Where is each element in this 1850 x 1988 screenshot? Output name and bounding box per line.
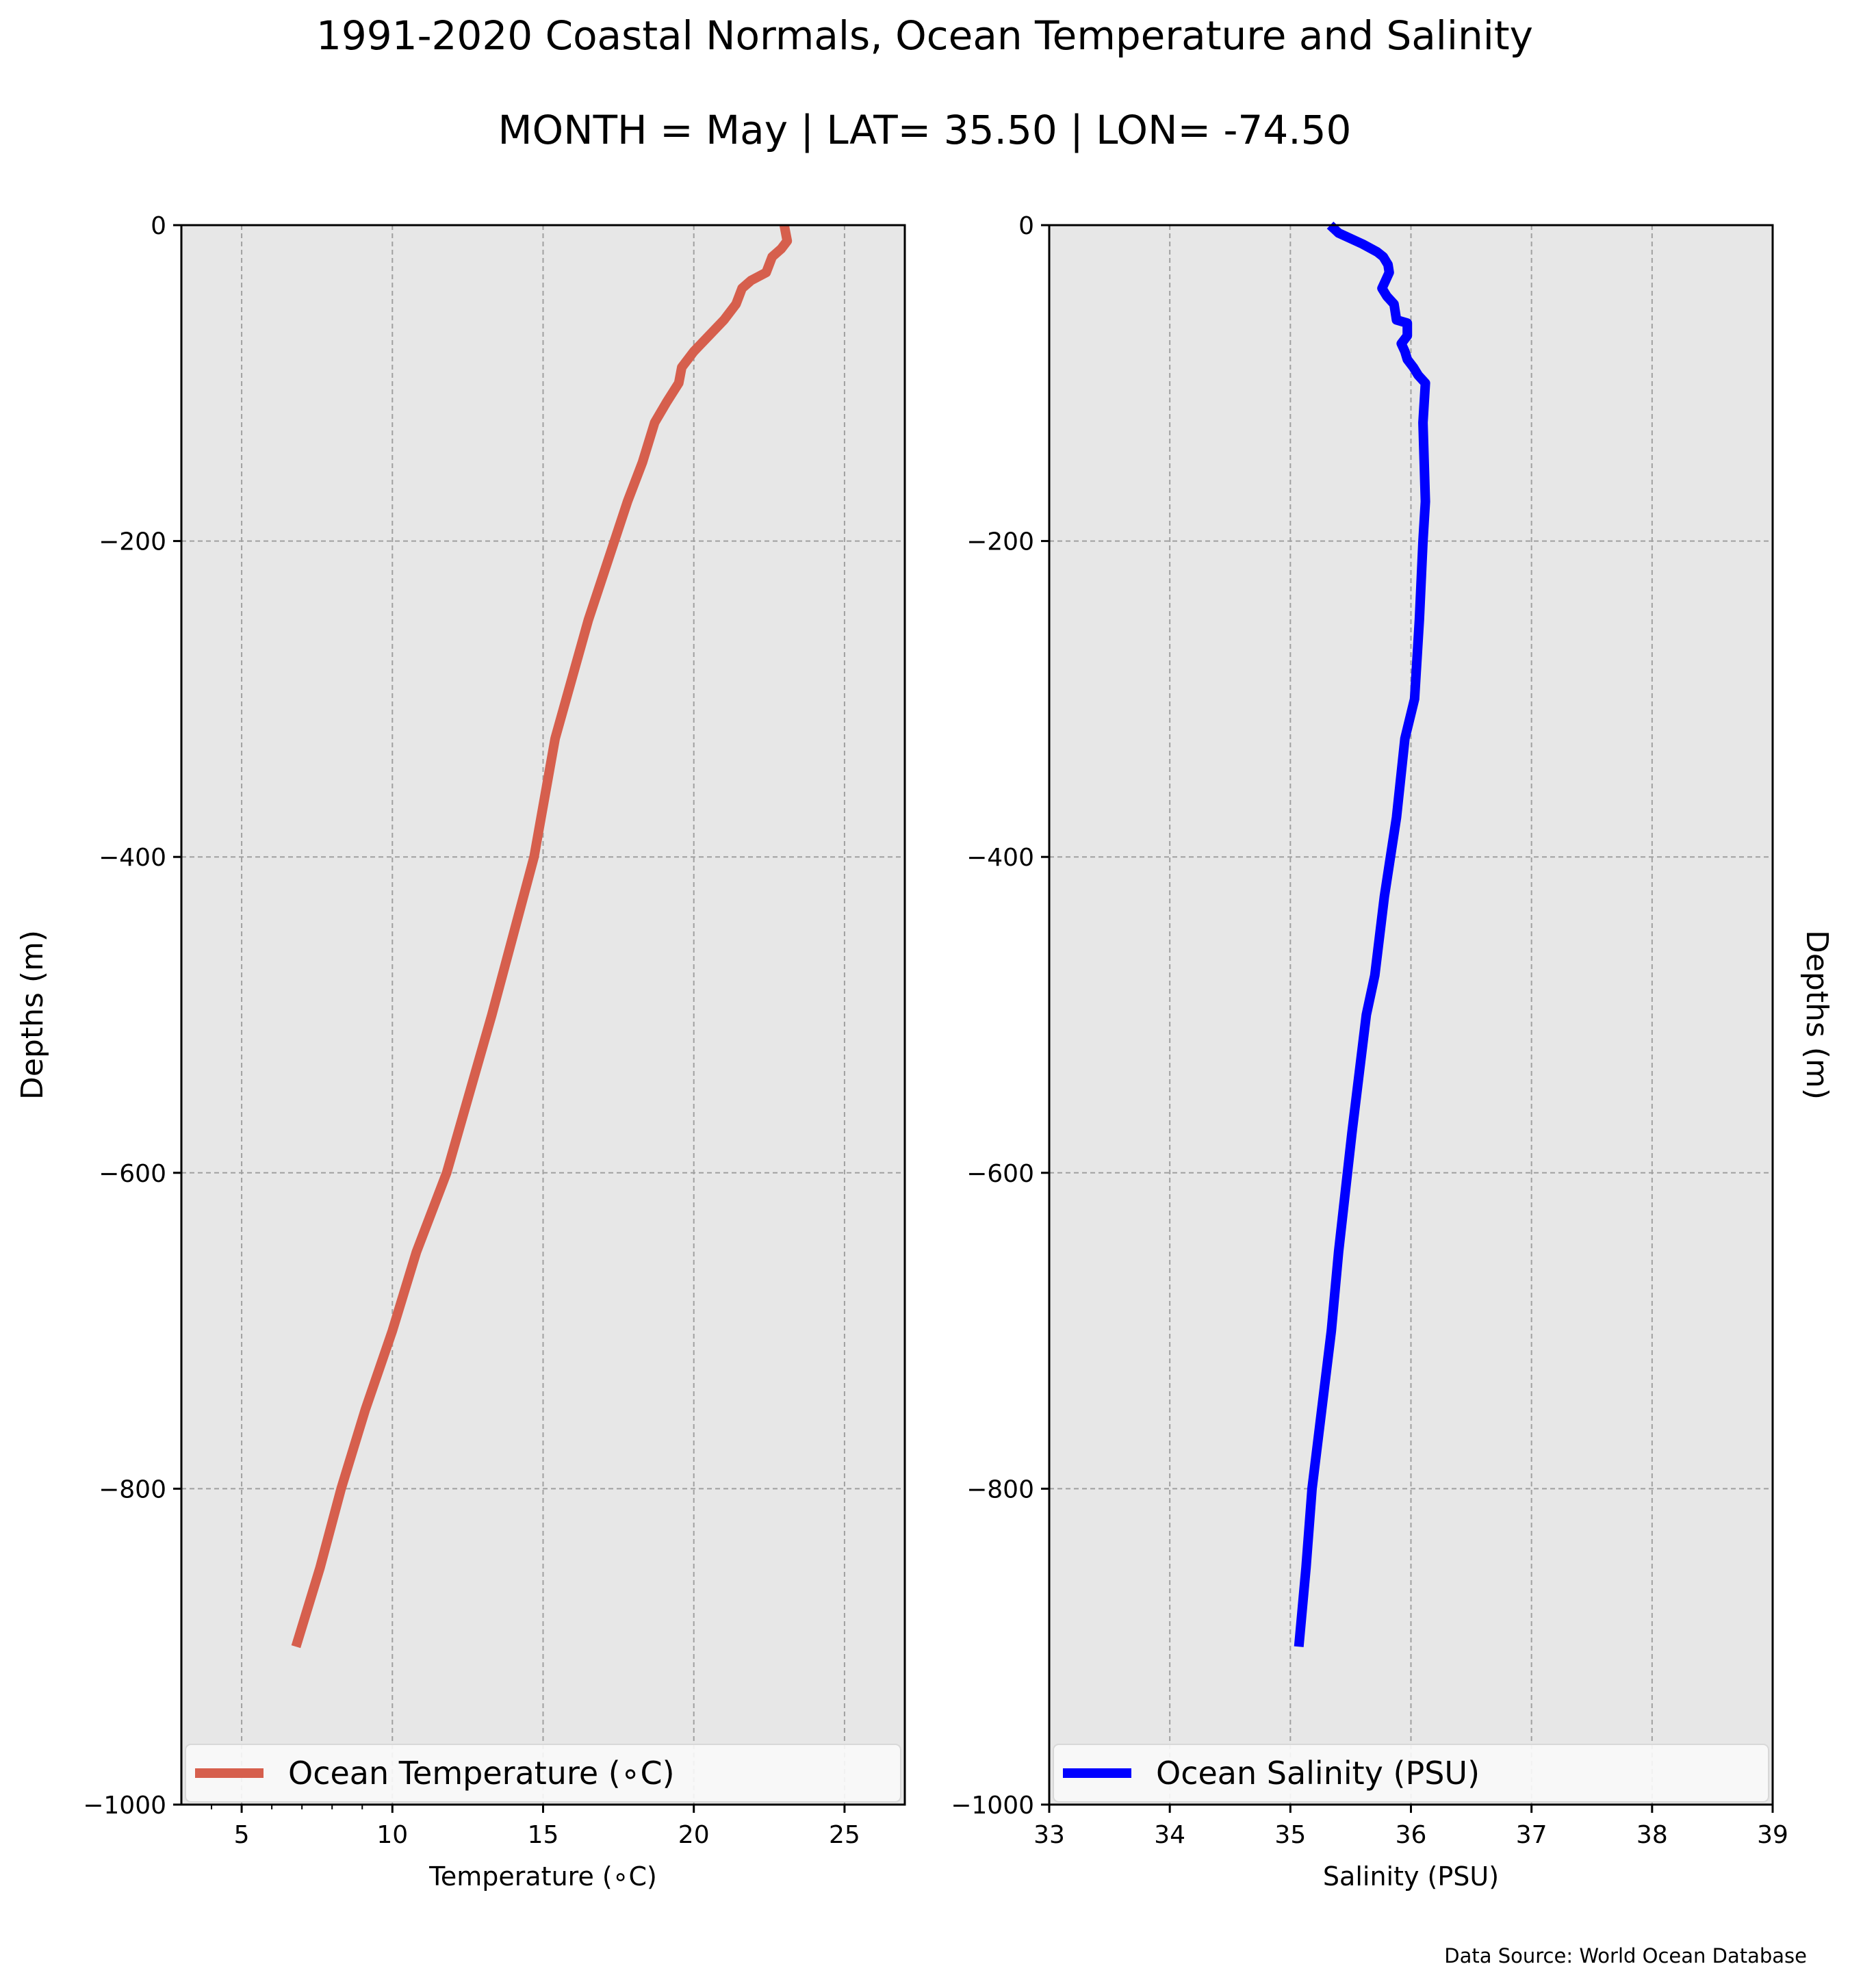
y-tick-label: −800 xyxy=(99,1475,166,1503)
x-tick-label: 5 xyxy=(234,1821,250,1849)
y-tick-label: 0 xyxy=(1018,212,1034,240)
y-tick-label: −600 xyxy=(99,1160,166,1188)
legend-box xyxy=(1053,1744,1769,1803)
series-line xyxy=(1294,221,1430,1647)
legend-label: Ocean Temperature (∘C) xyxy=(288,1755,675,1792)
x-tick-label: 33 xyxy=(1033,1821,1065,1849)
y-tick-label: −400 xyxy=(99,844,166,872)
y-tick-label: 0 xyxy=(151,212,166,240)
x-tick-label: 35 xyxy=(1274,1821,1306,1849)
x-tick-label: 20 xyxy=(678,1821,710,1849)
legend-label: Ocean Salinity (PSU) xyxy=(1156,1755,1480,1792)
y-tick-label: −200 xyxy=(966,528,1034,556)
y-tick-label: −600 xyxy=(966,1160,1034,1188)
x-tick-label: 36 xyxy=(1396,1821,1427,1849)
y-tick-label: −400 xyxy=(966,844,1034,872)
legend-box xyxy=(185,1744,901,1803)
chart-title: 1991-2020 Coastal Normals, Ocean Tempera… xyxy=(316,12,1533,59)
chart-subtitle: MONTH = May | LAT= 35.50 | LON= -74.50 xyxy=(498,107,1352,153)
salinity-panel: 33 34 35 36 37 38 39 0 −200 −400 −600 −800 −1000 Sali… xyxy=(951,212,1834,1892)
temperature-panel: 5 10 15 20 25 0 −200 −400 −600 −800 −1000 Temperatu… xyxy=(15,212,906,1892)
x-axis-label: Temperature (∘C) xyxy=(428,1861,657,1892)
x-tick-label: 10 xyxy=(376,1821,408,1849)
y-tick-label: −200 xyxy=(99,528,166,556)
x-tick-label: 15 xyxy=(528,1821,559,1849)
x-tick-label: 34 xyxy=(1154,1821,1185,1849)
x-axis-label: Salinity (PSU) xyxy=(1323,1861,1499,1892)
series-line xyxy=(291,224,793,1649)
y-tick-label: −1000 xyxy=(83,1792,166,1820)
x-tick-label: 38 xyxy=(1636,1821,1668,1849)
x-tick-label: 37 xyxy=(1516,1821,1547,1849)
y-tick-label: −1000 xyxy=(951,1792,1034,1820)
x-tick-label: 25 xyxy=(829,1821,860,1849)
y-tick-label: −800 xyxy=(966,1475,1034,1503)
y-axis-label: Depths (m) xyxy=(1799,930,1834,1100)
y-axis-label: Depths (m) xyxy=(15,930,50,1100)
data-source-note: Data Source: World Ocean Database xyxy=(1444,1944,1807,1967)
x-tick-label: 39 xyxy=(1757,1821,1788,1849)
